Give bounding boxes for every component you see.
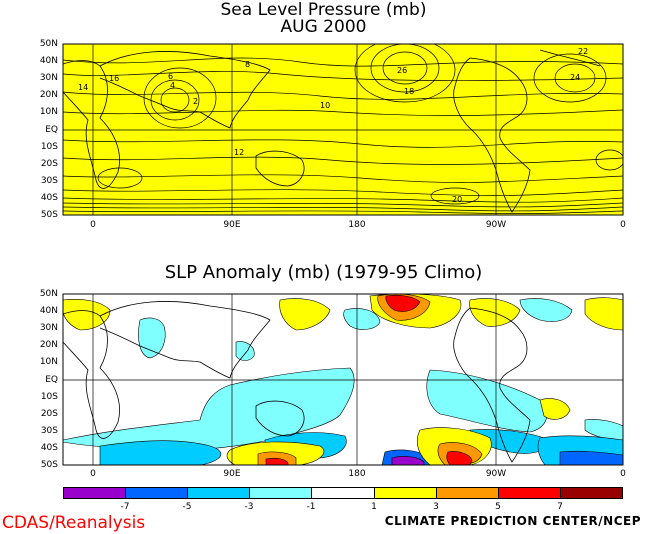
bottom-map-title: SLP Anomaly (mb) (1979-95 Climo) xyxy=(164,262,483,283)
lat-label: 10N xyxy=(39,357,58,367)
slp-map: 26 24 22 18 16 14 12 10 8 6 4 2 20 xyxy=(62,43,624,216)
contour-label: 24 xyxy=(570,73,580,82)
lon-label: 0 xyxy=(620,220,626,230)
data-source-credit: CDAS/Reanalysis xyxy=(2,513,146,533)
lat-label: EQ xyxy=(45,125,58,135)
color-bar-swatch xyxy=(436,488,499,498)
lon-label: 90E xyxy=(223,469,241,479)
contour-label: 14 xyxy=(78,83,88,92)
lat-label: 10N xyxy=(39,107,58,117)
lon-label: 90W xyxy=(485,469,507,479)
lat-label: 20N xyxy=(39,340,58,350)
contour-label: 20 xyxy=(452,195,462,204)
lat-label: 20S xyxy=(40,409,58,419)
lat-label: 10S xyxy=(40,392,58,402)
lat-label: 40N xyxy=(39,56,58,66)
slp-map-background xyxy=(62,43,624,216)
color-bar-label: -3 xyxy=(244,502,254,512)
lat-label: 40S xyxy=(40,193,58,203)
anomaly-map xyxy=(62,293,624,466)
top-map-subtitle: AUG 2000 xyxy=(280,17,367,37)
color-bar-swatch xyxy=(64,488,127,498)
contour-label: 26 xyxy=(397,66,407,75)
lat-label: 30N xyxy=(39,323,58,333)
lat-label: 40N xyxy=(39,306,58,316)
contour-label: 2 xyxy=(193,97,198,106)
top-map-title: Sea Level Pressure (mb) xyxy=(220,0,427,20)
color-bar-label: 1 xyxy=(371,502,377,512)
color-bar-label: 5 xyxy=(495,502,501,512)
lon-label: 0 xyxy=(620,469,626,479)
lon-label: 180 xyxy=(348,469,366,479)
contour-label: 8 xyxy=(245,60,250,69)
producer-credit: CLIMATE PREDICTION CENTER/NCEP xyxy=(384,514,641,528)
contour-label: 22 xyxy=(578,47,588,56)
color-bar-label: -7 xyxy=(120,502,130,512)
color-bar-label: -5 xyxy=(182,502,192,512)
lat-label: 50N xyxy=(39,289,58,299)
lon-label: 180 xyxy=(348,220,366,230)
color-bar-swatch xyxy=(312,488,375,498)
lat-label: 20S xyxy=(40,159,58,169)
lat-label: EQ xyxy=(45,375,58,385)
contour-label: 4 xyxy=(170,81,175,90)
contour-label: 12 xyxy=(234,148,244,157)
lon-label: 0 xyxy=(90,220,96,230)
lat-label: 10S xyxy=(40,142,58,152)
contour-label: 6 xyxy=(168,72,173,81)
color-bar-label: -1 xyxy=(306,502,316,512)
color-bar-swatch xyxy=(498,488,561,498)
lat-label: 40S xyxy=(40,443,58,453)
color-bar-swatch xyxy=(374,488,437,498)
contour-label: 18 xyxy=(404,87,414,96)
contour-label: 16 xyxy=(109,74,119,83)
color-bar-label: 3 xyxy=(433,502,439,512)
lat-label: 50S xyxy=(40,210,58,220)
lon-label: 0 xyxy=(90,469,96,479)
lat-label: 50S xyxy=(40,460,58,470)
color-bar xyxy=(63,487,623,499)
lon-label: 90E xyxy=(223,220,241,230)
contour-label: 10 xyxy=(320,101,330,110)
lat-label: 30N xyxy=(39,73,58,83)
color-bar-swatch xyxy=(560,488,622,498)
lat-label: 20N xyxy=(39,90,58,100)
lon-label: 90W xyxy=(485,220,507,230)
lat-label: 50N xyxy=(39,39,58,49)
lat-label: 30S xyxy=(40,176,58,186)
color-bar-label: 7 xyxy=(557,502,563,512)
color-bar-swatch xyxy=(126,488,189,498)
lat-label: 30S xyxy=(40,426,58,436)
color-bar-swatch xyxy=(188,488,251,498)
color-bar-swatch xyxy=(250,488,313,498)
